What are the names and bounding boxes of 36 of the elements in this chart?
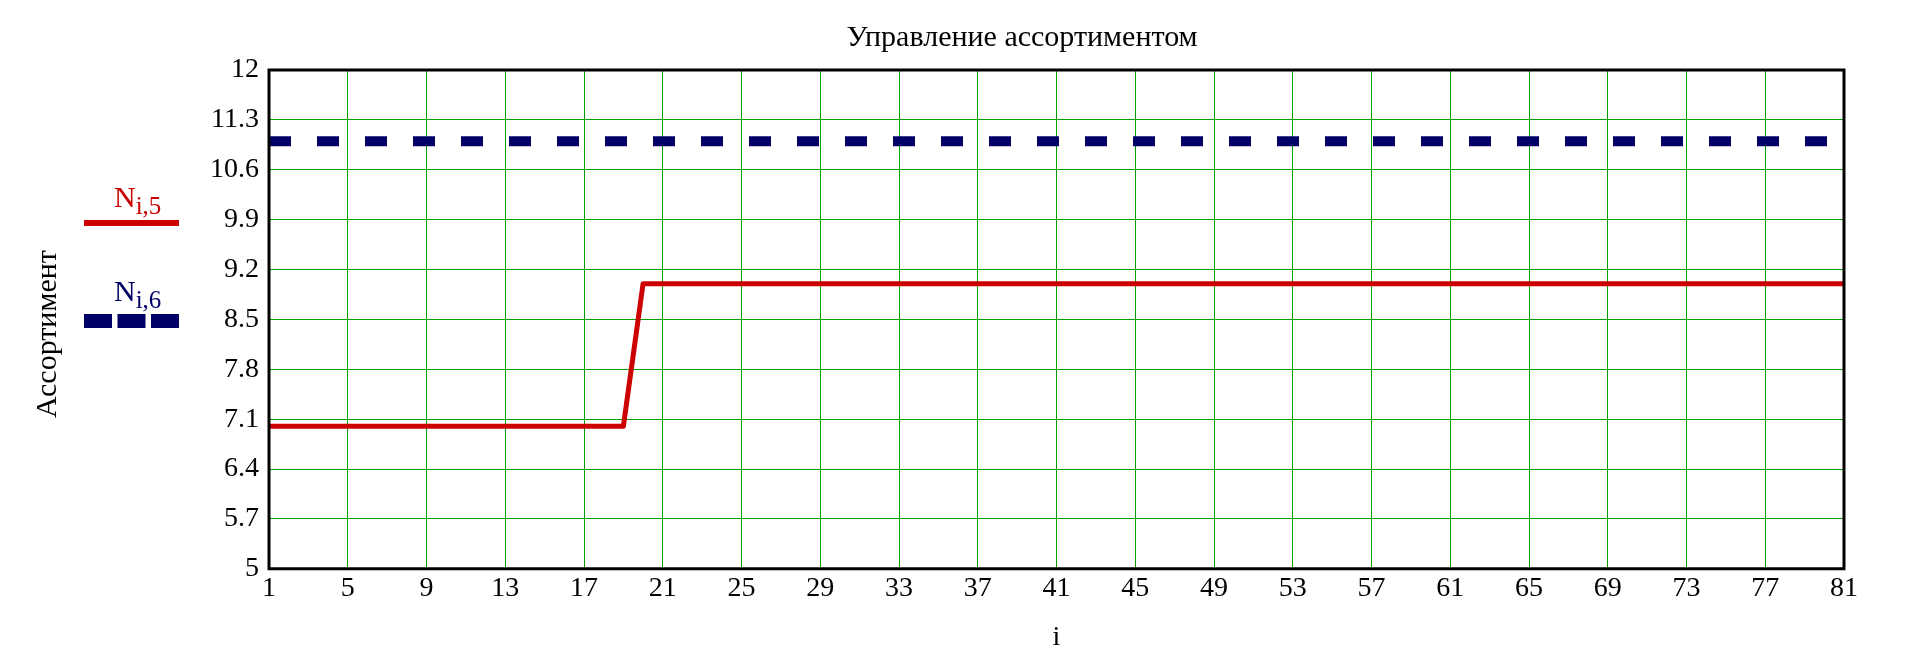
- x-tick-label: 81: [1830, 570, 1858, 602]
- x-tick-label: 25: [727, 570, 756, 602]
- x-tick-label: 1: [262, 570, 276, 602]
- text: N$_{i,5}$: [113, 180, 163, 220]
- x-tick-label: 77: [1751, 570, 1780, 602]
- x-tick-label: 5: [340, 570, 355, 602]
- y-tick-label: 10.6: [210, 152, 259, 184]
- x-tick-label: 49: [1200, 570, 1228, 602]
- x-tick-label: 61: [1436, 570, 1465, 602]
- y-tick-label: 12: [231, 52, 259, 84]
- chart-title: Управление ассортиментом: [846, 18, 1198, 52]
- x-axis-title: i: [1052, 619, 1061, 651]
- text: N$_{i,6}$: [113, 274, 163, 314]
- y-tick-label: 5.7: [224, 501, 259, 533]
- x-tick-label: 9: [419, 570, 434, 602]
- x-tick-label: 53: [1278, 570, 1307, 602]
- x-tick-label: 21: [648, 570, 677, 602]
- x-tick-label: 33: [885, 570, 913, 602]
- y-tick-label: 11.3: [211, 102, 259, 134]
- x-tick-label: 41: [1042, 570, 1071, 602]
- x-tick-label: 37: [963, 570, 992, 602]
- x-tick-label: 17: [570, 570, 598, 602]
- x-tick-label: 29: [806, 570, 835, 602]
- y-tick-label: 9.2: [224, 251, 259, 283]
- y-tick-label: 7.1: [224, 401, 259, 433]
- x-tick-label: 13: [491, 570, 520, 602]
- x-tick-label: 69: [1593, 570, 1622, 602]
- x-tick-label: 73: [1672, 570, 1701, 602]
- y-tick-label: 8.5: [224, 301, 259, 333]
- x-tick-label: 65: [1515, 570, 1543, 602]
- y-tick-label: 7.8: [224, 351, 259, 383]
- y-axis-title: Ассортимент: [29, 250, 63, 418]
- x-tick-label: 57: [1357, 570, 1386, 602]
- y-tick-label: 6.4: [224, 451, 259, 483]
- x-tick-label: 45: [1121, 570, 1150, 602]
- y-tick-label: 9.9: [224, 202, 259, 233]
